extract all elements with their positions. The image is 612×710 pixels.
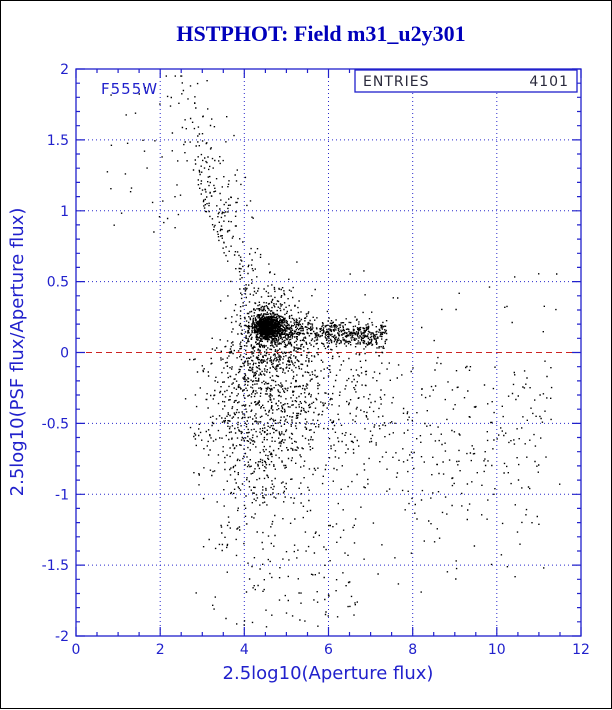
y-tick-label: 2 xyxy=(60,62,69,78)
grid-lines xyxy=(76,69,581,636)
x-axis-title: 2.5log10(Aperture flux) xyxy=(223,663,434,684)
page-title: HSTPHOT: Field m31_u2y301 xyxy=(176,21,465,46)
y-tick-label: -2 xyxy=(55,629,69,645)
x-tick-label: 12 xyxy=(572,642,590,658)
scatter-points xyxy=(106,75,561,628)
x-tick-label: 0 xyxy=(72,642,81,658)
y-tick-label: 1.5 xyxy=(47,133,69,149)
y-axis-title: 2.5log10(PSF flux/Aperture flux) xyxy=(7,208,28,497)
y-tick-label: -1 xyxy=(55,487,69,503)
stats-box: ENTRIES 4101 xyxy=(354,69,578,93)
x-tick-label: 10 xyxy=(488,642,506,658)
y-tick-label: -0.5 xyxy=(42,416,69,432)
x-tick-label: 8 xyxy=(408,642,417,658)
y-tick-label: -1.5 xyxy=(42,558,69,574)
stats-box-value: 4101 xyxy=(529,74,569,90)
stats-box-frame xyxy=(354,69,578,93)
y-tick-label: 0.5 xyxy=(47,275,69,291)
plot-frame xyxy=(75,68,582,637)
dataset-label: F555W xyxy=(101,80,158,98)
plot-layers: 0 2 4 6 8 10 12 -2 -1.5 -1 -0.5 0 0.5 1 1.5 2 xyxy=(42,62,590,658)
x-tick-label: 6 xyxy=(324,642,333,658)
x-tick-label: 4 xyxy=(240,642,249,658)
y-tick-label: 1 xyxy=(60,204,69,220)
y-tick-label: 0 xyxy=(60,346,69,362)
x-tick-label: 2 xyxy=(156,642,165,658)
stats-box-label: ENTRIES xyxy=(363,74,429,90)
